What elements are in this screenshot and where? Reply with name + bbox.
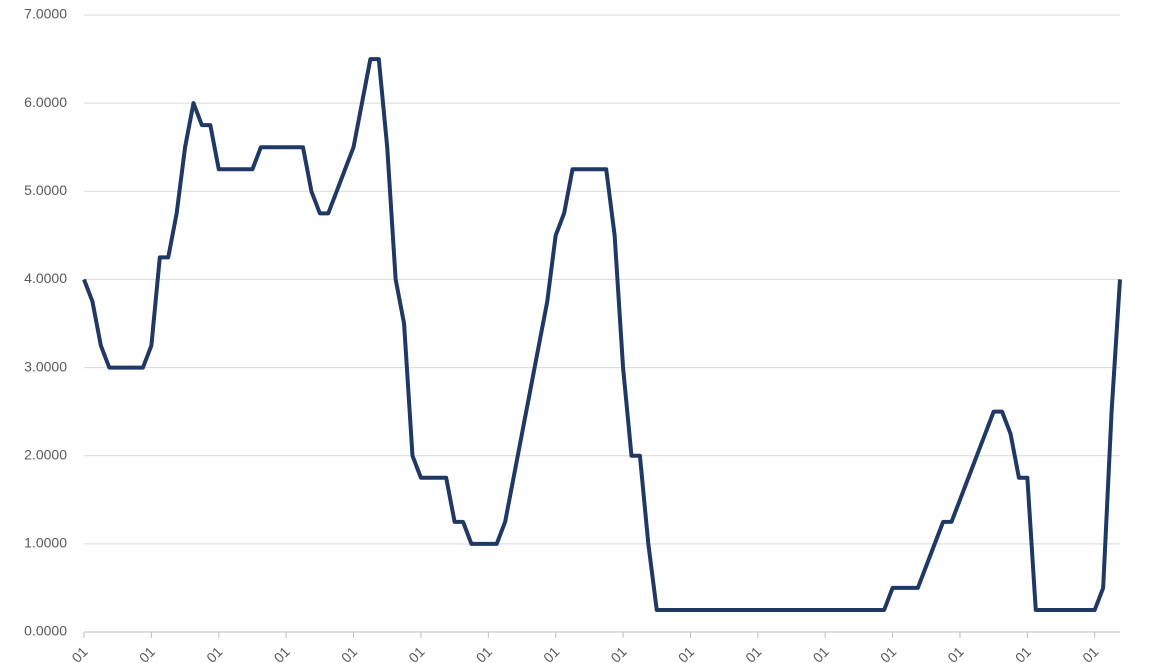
- x-tick-label: 01: [944, 643, 966, 663]
- x-tick-label: 01: [810, 643, 832, 663]
- y-tick-label: 5.0000: [24, 182, 67, 198]
- y-tick-label: 4.0000: [24, 270, 67, 286]
- x-tick-label: 01: [473, 643, 495, 663]
- x-tick-label: 01: [742, 643, 764, 663]
- y-tick-label: 3.0000: [24, 358, 67, 374]
- y-tick-label: 0.0000: [24, 623, 67, 639]
- x-tick-label: 01: [540, 643, 562, 663]
- x-tick-label: 01: [136, 643, 158, 663]
- x-tick-label: 01: [271, 643, 293, 663]
- x-tick-label: 01: [338, 643, 360, 663]
- y-tick-label: 2.0000: [24, 446, 67, 462]
- y-tick-label: 6.0000: [24, 94, 67, 110]
- line: [82, 57, 1122, 612]
- y-tick-label: 1.0000: [24, 535, 67, 551]
- x-tick-label: 01: [405, 643, 427, 663]
- x-tick-label: 01: [675, 643, 697, 663]
- x-tick-label: 01: [1079, 643, 1101, 663]
- x-tick-label: 01: [203, 643, 225, 663]
- x-tick-label: 01: [68, 643, 90, 663]
- y-tick-label: 7.0000: [24, 6, 67, 22]
- x-tick-label: 01: [877, 643, 899, 663]
- x-tick-label: 01: [1012, 643, 1034, 663]
- x-tick-label: 01: [607, 643, 629, 663]
